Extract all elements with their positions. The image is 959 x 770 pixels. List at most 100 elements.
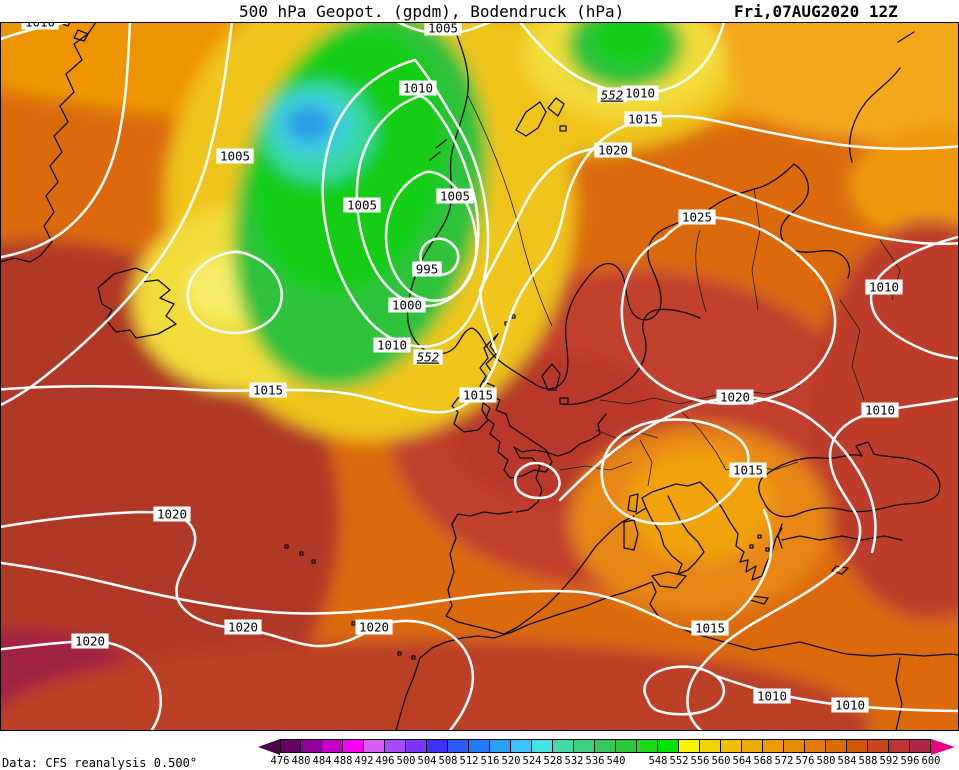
svg-text:1015: 1015	[695, 621, 725, 636]
colorbar-segment	[532, 739, 553, 753]
svg-text:552: 552	[417, 350, 440, 365]
coast-north-africa	[395, 581, 959, 731]
svg-text:1010: 1010	[403, 81, 433, 96]
colorbar-value-label: 484	[312, 755, 332, 767]
coast-france	[513, 413, 607, 513]
coast-white-sea	[780, 163, 851, 279]
colorbar-segment	[553, 739, 574, 753]
svg-text:1005: 1005	[428, 22, 458, 36]
colorbar-value-label: 480	[291, 755, 311, 767]
isobar-label: 1020	[224, 619, 262, 635]
coast-lofoten	[429, 139, 447, 161]
svg-text:1010: 1010	[869, 280, 899, 295]
geopotential-label: 552	[413, 349, 443, 365]
colorbar-value-label: 524	[522, 755, 542, 767]
svg-text:1020: 1020	[157, 507, 187, 522]
colorbar-segment	[721, 739, 742, 753]
svg-text:1005: 1005	[220, 149, 250, 164]
isobar-label: 1020	[716, 389, 754, 405]
coast-iberia	[445, 511, 635, 635]
colorbar-segment	[343, 739, 364, 753]
colorbar-segment	[679, 739, 700, 753]
colorbar-segment	[700, 739, 721, 753]
colorbar-value-label: 596	[900, 755, 920, 767]
pressure-labels: 1010 1005 1005 1010 1005 1005 995 1000 1010 1010 1…	[21, 22, 903, 713]
colorbar-value-label: 584	[837, 755, 857, 767]
svg-text:995: 995	[416, 262, 439, 277]
isobar-label: 1005	[343, 197, 381, 213]
colorbar-value-label: 540	[606, 755, 626, 767]
svg-text:1020: 1020	[228, 620, 258, 635]
colorbar-segment	[574, 739, 595, 753]
isobar-label: 995	[412, 261, 442, 277]
colorbar-segment	[448, 739, 469, 753]
colorbar-value-label: 592	[879, 755, 899, 767]
colorbar-segment	[490, 739, 511, 753]
svg-text:1025: 1025	[682, 210, 712, 225]
colorbar-value-label: 516	[480, 755, 500, 767]
footer: Data: CFS reanalysis 0.500° (C) Wetterze…	[0, 731, 959, 770]
colorbar-segment	[595, 739, 616, 753]
colorbar-segment	[280, 739, 301, 753]
svg-text:1005: 1005	[440, 189, 470, 204]
colorbar-value-label: 580	[816, 755, 836, 767]
coast-scandinavia	[406, 22, 795, 390]
colorbar-segment	[385, 739, 406, 753]
svg-text:1010: 1010	[865, 403, 895, 418]
isobar-label: 1010	[621, 85, 659, 101]
svg-text:1020: 1020	[75, 634, 105, 649]
isobar-label: 1005	[216, 148, 254, 164]
coast-greenland	[0, 22, 97, 263]
coast-black-sea	[758, 441, 941, 518]
colorbar-value-label: 500	[396, 755, 416, 767]
colorbar-value-label: 528	[543, 755, 563, 767]
isobar-label: 1010	[753, 688, 791, 704]
colorbar-value-label: 476	[270, 755, 290, 767]
colorbar-value-label: 496	[375, 755, 395, 767]
coast-svalbard	[515, 97, 567, 137]
title-bar: 500 hPa Geopot. (gpdm), Bodendruck (hPa)…	[0, 0, 959, 22]
coast-great-britain	[479, 333, 553, 479]
colorbar-labels: 476 480 484 488 492 496 500 504 508 512 516 520 524 5…	[258, 755, 957, 768]
geopotential-label: 552	[597, 87, 627, 103]
colorbar-value-label: 576	[795, 755, 815, 767]
colorbar-segment	[406, 739, 427, 753]
colorbar: 476 480 484 488 492 496 500 504 508 512 516 520 524 5…	[258, 739, 957, 769]
svg-text:1005: 1005	[347, 198, 377, 213]
colorbar-value-label: 488	[333, 755, 353, 767]
colorbar-value-label: 536	[585, 755, 605, 767]
isobar-label: 1020	[71, 633, 109, 649]
svg-text:1020: 1020	[598, 143, 628, 158]
colorbar-value-label: 548	[648, 755, 668, 767]
credits: Data: CFS reanalysis 0.500° (C) Wetterze…	[2, 731, 197, 770]
svg-text:1015: 1015	[253, 383, 283, 398]
colorbar-value-label: 492	[354, 755, 374, 767]
colorbar-segment	[301, 739, 322, 753]
colorbar-segment	[427, 739, 448, 753]
isobar-label: 1020	[153, 506, 191, 522]
colorbar-value-label: 572	[774, 755, 794, 767]
coast-italy	[635, 481, 705, 575]
isobar-label: 1010	[373, 337, 411, 353]
map-datetime: Fri,07AUG2020 12Z	[734, 2, 898, 21]
svg-text:1015: 1015	[463, 388, 493, 403]
colorbar-value-label: 600	[921, 755, 941, 767]
svg-text:1010: 1010	[377, 338, 407, 353]
colorbar-segment	[658, 739, 679, 753]
coast-greenland-isles	[55, 22, 89, 42]
credit-line-data: Data: CFS reanalysis 0.500°	[2, 756, 198, 770]
coast-turkey	[777, 523, 903, 575]
colorbar-segment	[742, 739, 763, 753]
coast-sardinia	[623, 493, 639, 551]
isobar-label: 1020	[355, 619, 393, 635]
coast-denmark	[541, 363, 569, 405]
coast-atlantic-islands	[284, 544, 416, 660]
colorbar-value-label: 568	[753, 755, 773, 767]
colorbar-value-label: 556	[690, 755, 710, 767]
colorbar-segment	[784, 739, 805, 753]
colorbar-value-label: 508	[438, 755, 458, 767]
coast-balkans-greece	[699, 481, 783, 581]
colorbar-segment	[511, 739, 532, 753]
colorbar-segment	[910, 739, 931, 753]
